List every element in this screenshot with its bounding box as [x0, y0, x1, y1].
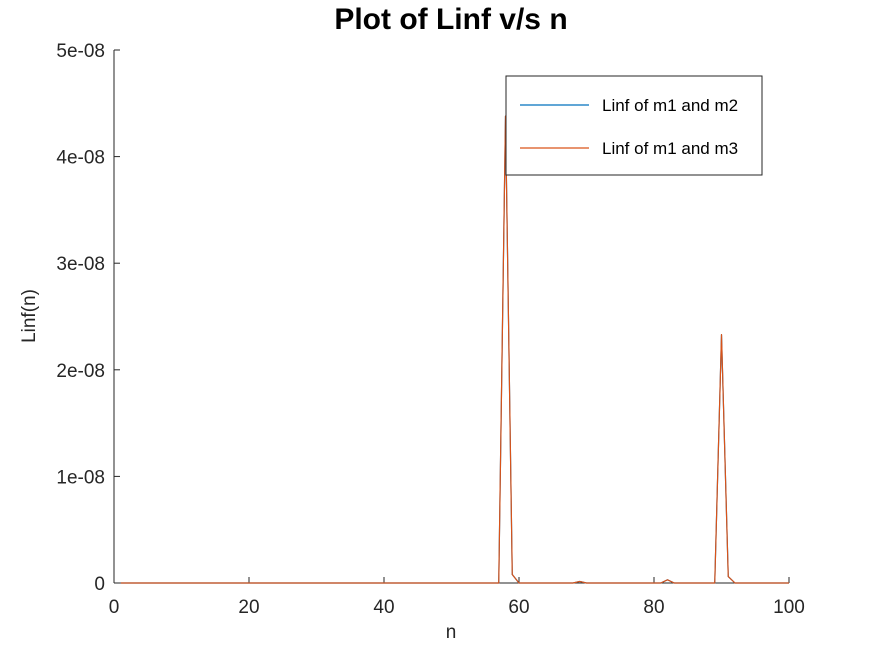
- series-layer: [120, 115, 789, 584]
- y-tick-label: 2e-08: [56, 361, 105, 382]
- legend-entry-1: Linf of m1 and m2: [602, 96, 738, 115]
- y-tick-label: 0: [94, 574, 105, 595]
- y-axis-label: Linf(n): [19, 289, 40, 343]
- y-tick-label: 3e-08: [56, 254, 105, 275]
- x-tick-label: 80: [643, 597, 664, 618]
- x-tick-label: 100: [773, 597, 805, 618]
- legend: Linf of m1 and m2 Linf of m1 and m3: [505, 75, 763, 176]
- series-line-2: [120, 115, 789, 584]
- x-tick-label: 60: [508, 597, 529, 618]
- x-tick-label: 40: [373, 597, 394, 618]
- y-tick-label: 5e-08: [56, 41, 105, 62]
- axes: 0 20 40 60 80 100 0 1e-08 2e-08 3e-08 4e-08 5e-08: [56, 41, 804, 618]
- x-tick-label: 20: [238, 597, 259, 618]
- x-axis-label: n: [446, 622, 457, 643]
- series-line-1: [120, 115, 789, 584]
- legend-entry-2: Linf of m1 and m3: [602, 139, 738, 158]
- y-tick-label: 1e-08: [56, 467, 105, 488]
- legend-box: [505, 75, 763, 176]
- y-tick-label: 4e-08: [56, 148, 105, 169]
- chart-title: Plot of Linf v/s n: [334, 3, 567, 36]
- x-tick-label: 0: [109, 597, 120, 618]
